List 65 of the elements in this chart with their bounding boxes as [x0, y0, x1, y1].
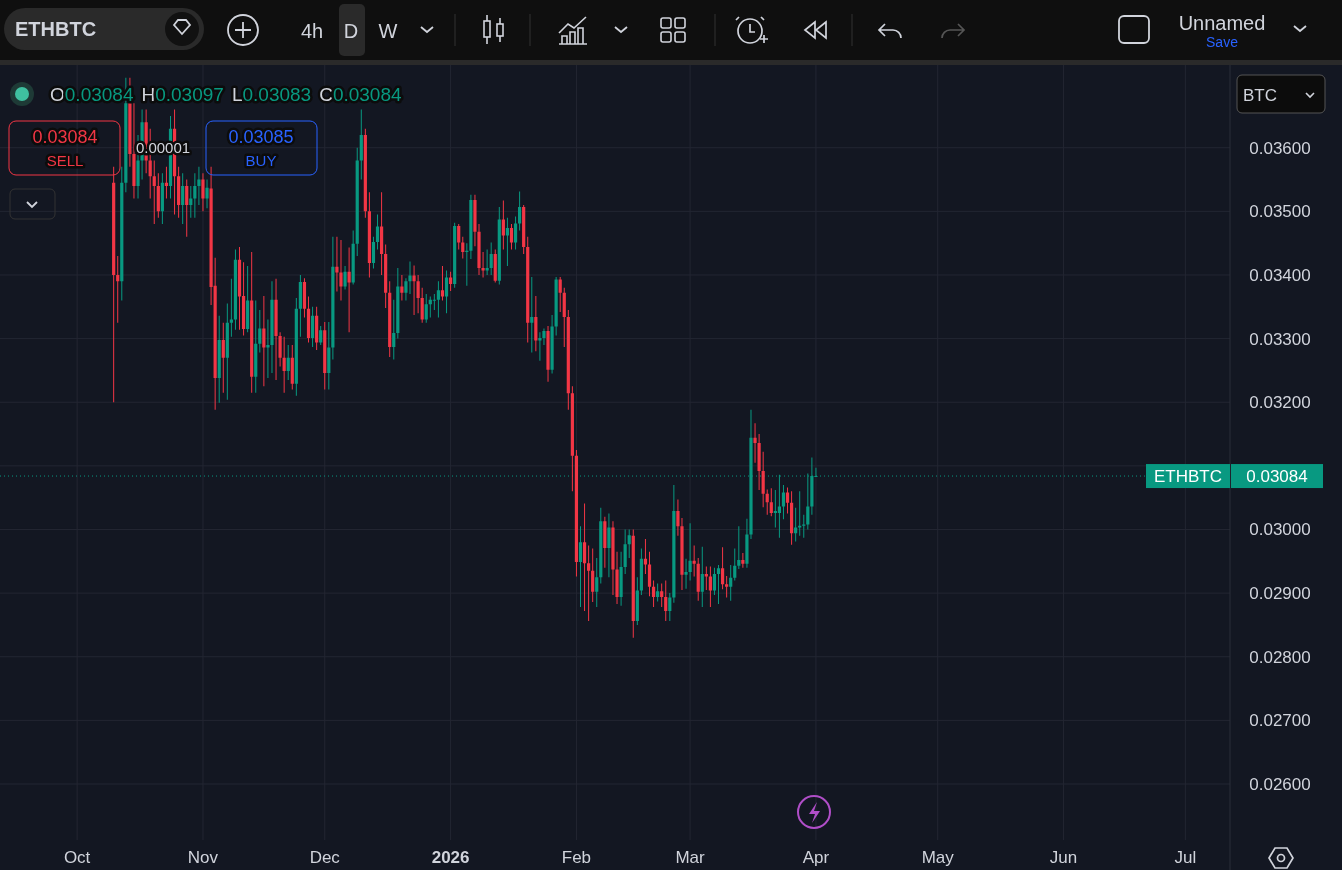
y-tick-label: 0.02600	[1249, 775, 1311, 795]
y-tick-label: 0.02700	[1249, 711, 1311, 731]
ref-line-label: 0.03084	[1246, 467, 1308, 487]
candlestick	[802, 514, 806, 538]
x-tick-label: Feb	[561, 848, 592, 867]
candlestick	[412, 265, 416, 316]
candlestick	[550, 315, 554, 374]
candlestick	[339, 239, 343, 301]
candlestick	[737, 526, 741, 569]
candlestick	[546, 325, 550, 382]
x-tick-label: 2026	[431, 848, 470, 867]
candlestick	[611, 521, 615, 596]
y-tick-label: 0.03300	[1249, 329, 1311, 349]
text: ETHBTC	[1154, 467, 1222, 487]
text: BTC	[1243, 86, 1277, 105]
candlestick	[798, 491, 802, 536]
y-tick-label: 0.03600	[1249, 138, 1311, 158]
text: W	[378, 20, 398, 42]
candlestick	[530, 276, 534, 353]
candlestick	[753, 423, 757, 463]
text: Unnamed	[1178, 12, 1266, 34]
candlestick	[615, 551, 619, 604]
candlestick	[473, 194, 477, 247]
candlestick	[408, 261, 412, 295]
y-tick-label: 0.03200	[1249, 393, 1311, 413]
candlestick	[465, 243, 469, 286]
x-tick-label: Mar	[675, 848, 706, 867]
candlestick	[477, 224, 481, 275]
candlestick	[201, 173, 205, 212]
candlestick	[587, 545, 591, 622]
candlestick	[538, 332, 542, 361]
y-tick-label: 0.03000	[1249, 520, 1311, 540]
candlestick	[404, 278, 408, 301]
y-tick-label: 0.02800	[1249, 647, 1311, 667]
candlestick	[725, 575, 729, 598]
annotation: SELL	[46, 152, 84, 169]
candlestick	[607, 513, 611, 578]
candlestick	[229, 278, 233, 337]
candlestick	[116, 255, 120, 323]
annotation: 0.03084	[32, 127, 98, 147]
candlestick	[485, 249, 489, 275]
annotation: BUY	[245, 152, 277, 169]
candlestick	[197, 166, 201, 205]
text: D	[343, 20, 359, 42]
candlestick	[164, 166, 169, 199]
x-tick-label: May	[921, 848, 955, 867]
y-tick-label: 0.03400	[1249, 265, 1311, 285]
chart-title: ETHBTC	[15, 18, 97, 40]
y-tick-label: 0.02900	[1249, 584, 1311, 604]
text: 4h	[300, 20, 324, 42]
candlestick	[619, 551, 623, 606]
x-tick-label: Nov	[187, 848, 219, 867]
candlestick	[205, 179, 209, 209]
annotation: 0.03085	[228, 127, 294, 147]
x-tick-label: Dec	[309, 848, 341, 867]
candlestick	[274, 278, 278, 380]
x-tick-label: Jul	[1174, 848, 1197, 867]
x-tick-label: Oct	[63, 848, 91, 867]
text: Save	[1206, 34, 1239, 50]
x-tick-label: Jun	[1049, 848, 1078, 867]
y-tick-label: 0.03500	[1249, 202, 1311, 222]
x-tick-label: Apr	[802, 848, 830, 867]
candlestick	[704, 566, 708, 590]
candlestick	[692, 545, 696, 577]
candlestick	[343, 266, 347, 290]
